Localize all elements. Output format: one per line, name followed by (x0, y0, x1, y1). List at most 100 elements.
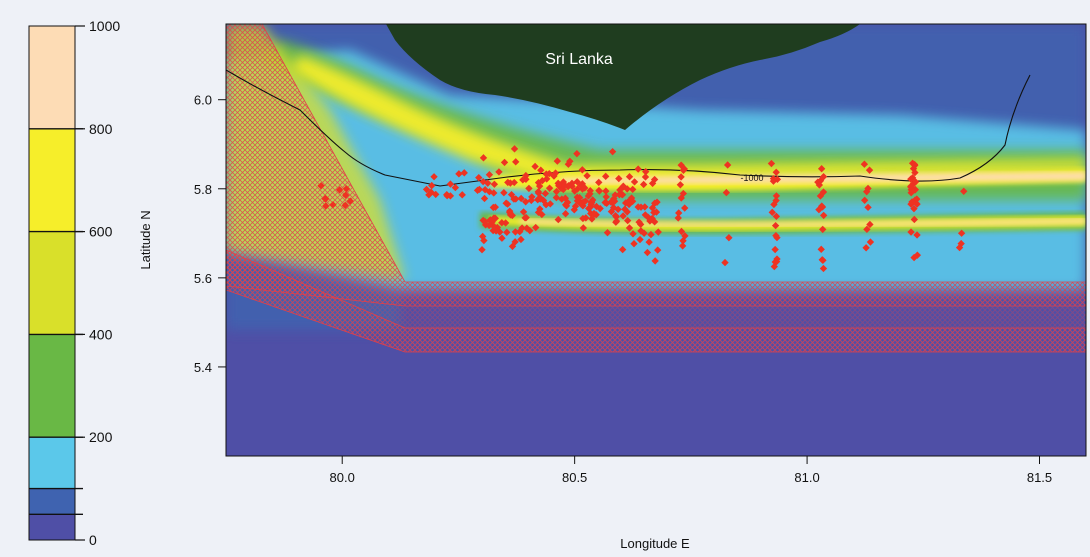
sighting-marker (676, 181, 685, 189)
sighting-marker (553, 157, 562, 165)
x-tick-label: 80.0 (330, 470, 355, 485)
sighting-marker (654, 246, 662, 254)
sighting-marker (860, 160, 869, 168)
sighting-marker (430, 173, 438, 181)
sighting-marker (625, 224, 634, 232)
y-tick-label: 6.0 (194, 93, 212, 108)
sighting-marker (618, 245, 627, 254)
sighting-marker (819, 264, 828, 273)
colorbar-tick-label: 0 (89, 532, 97, 548)
sighting-marker (677, 173, 685, 181)
sighting-marker (592, 202, 601, 211)
sighting-marker (639, 180, 648, 189)
sighting-marker (636, 235, 644, 244)
sighting-marker (512, 158, 520, 166)
x-axis-label: Longitude E (620, 536, 690, 551)
colorbar-band-3 (29, 334, 75, 438)
y-tick-label: 5.8 (194, 182, 212, 197)
sighting-marker (458, 191, 466, 199)
sighting-marker (573, 149, 581, 158)
density-yellow-band (290, 55, 1086, 185)
sighting-marker (621, 205, 629, 213)
sighting-marker (771, 245, 779, 254)
sighting-marker (634, 165, 642, 173)
sighting-marker (608, 148, 617, 156)
sighting-marker (512, 195, 520, 203)
sighting-marker (519, 208, 528, 216)
sighting-marker (865, 166, 874, 174)
sighting-marker (581, 184, 589, 192)
sighting-marker (772, 192, 781, 200)
sighting-marker (545, 184, 554, 192)
sighting-marker (611, 191, 619, 199)
sighting-marker (863, 225, 871, 234)
y-tick-label: 5.4 (194, 360, 212, 375)
sighting-marker (495, 168, 503, 176)
density-green-band (260, 40, 1086, 200)
sighting-marker (769, 174, 778, 183)
sighting-marker (484, 179, 492, 187)
sighting-marker (957, 229, 966, 237)
colorbar-tick-label: 400 (89, 326, 113, 342)
sighting-marker (612, 217, 621, 225)
sighting-marker (602, 187, 610, 195)
sighting-marker (504, 178, 512, 187)
sighting-marker (341, 191, 350, 199)
sighting-marker (615, 190, 624, 199)
sighting-marker (907, 183, 915, 191)
sighting-marker (866, 238, 875, 246)
depth-contour (226, 69, 1031, 187)
x-tick-label: 81.0 (794, 470, 819, 485)
sighting-marker (640, 229, 648, 237)
sighting-marker (630, 240, 638, 248)
x-tick-label: 81.5 (1027, 470, 1052, 485)
x-tick-label: 80.5 (562, 470, 587, 485)
sighting-marker (500, 189, 508, 197)
sighting-marker (542, 170, 550, 178)
colorbar-tick-label: 1000 (89, 18, 120, 34)
sighting-marker (522, 213, 530, 222)
colorbar-band-2 (29, 437, 75, 489)
sighting-marker (607, 207, 616, 216)
sighting-marker (590, 209, 598, 218)
sightings (317, 145, 968, 273)
sighting-marker (772, 257, 781, 266)
sighting-marker (910, 215, 919, 224)
sighting-marker (815, 181, 824, 189)
contour-label: -1000 (740, 173, 763, 183)
sighting-marker (425, 191, 433, 199)
map-area: Sri Lanka -1000 (226, 24, 1086, 456)
sighting-marker (725, 234, 733, 242)
sighting-marker (911, 161, 919, 170)
sighting-marker (554, 215, 562, 224)
sighting-marker (654, 228, 662, 236)
sighting-marker (346, 197, 354, 205)
sighting-marker (552, 187, 561, 196)
colorbar-band-5 (29, 128, 75, 232)
sighting-marker (767, 159, 776, 168)
y-tick-label: 5.6 (194, 271, 212, 286)
sighting-marker (555, 182, 563, 190)
sighting-marker (475, 185, 484, 194)
sighting-marker (653, 198, 661, 206)
sighting-marker (862, 244, 870, 252)
sighting-marker (485, 171, 494, 179)
sighting-marker (616, 186, 624, 194)
sighting-marker (960, 187, 968, 195)
sighting-marker (579, 224, 588, 232)
sighting-marker (651, 257, 659, 265)
land-label: Sri Lanka (545, 51, 613, 68)
sighting-marker (479, 154, 488, 162)
colorbar-tick-label: 800 (89, 121, 113, 137)
sighting-marker (772, 212, 781, 221)
sighting-marker (538, 177, 546, 185)
y-axis: 6.0 5.8 5.6 5.4 (194, 93, 226, 375)
colorbar-tick-label: 600 (89, 224, 113, 240)
sighting-marker (630, 178, 639, 186)
sighting-marker (678, 242, 687, 250)
colorbar-bands (29, 26, 75, 540)
sighting-marker (650, 218, 659, 226)
sighting-marker (601, 198, 609, 207)
sighting-marker (646, 217, 654, 225)
colorbar-band-4 (29, 231, 75, 335)
